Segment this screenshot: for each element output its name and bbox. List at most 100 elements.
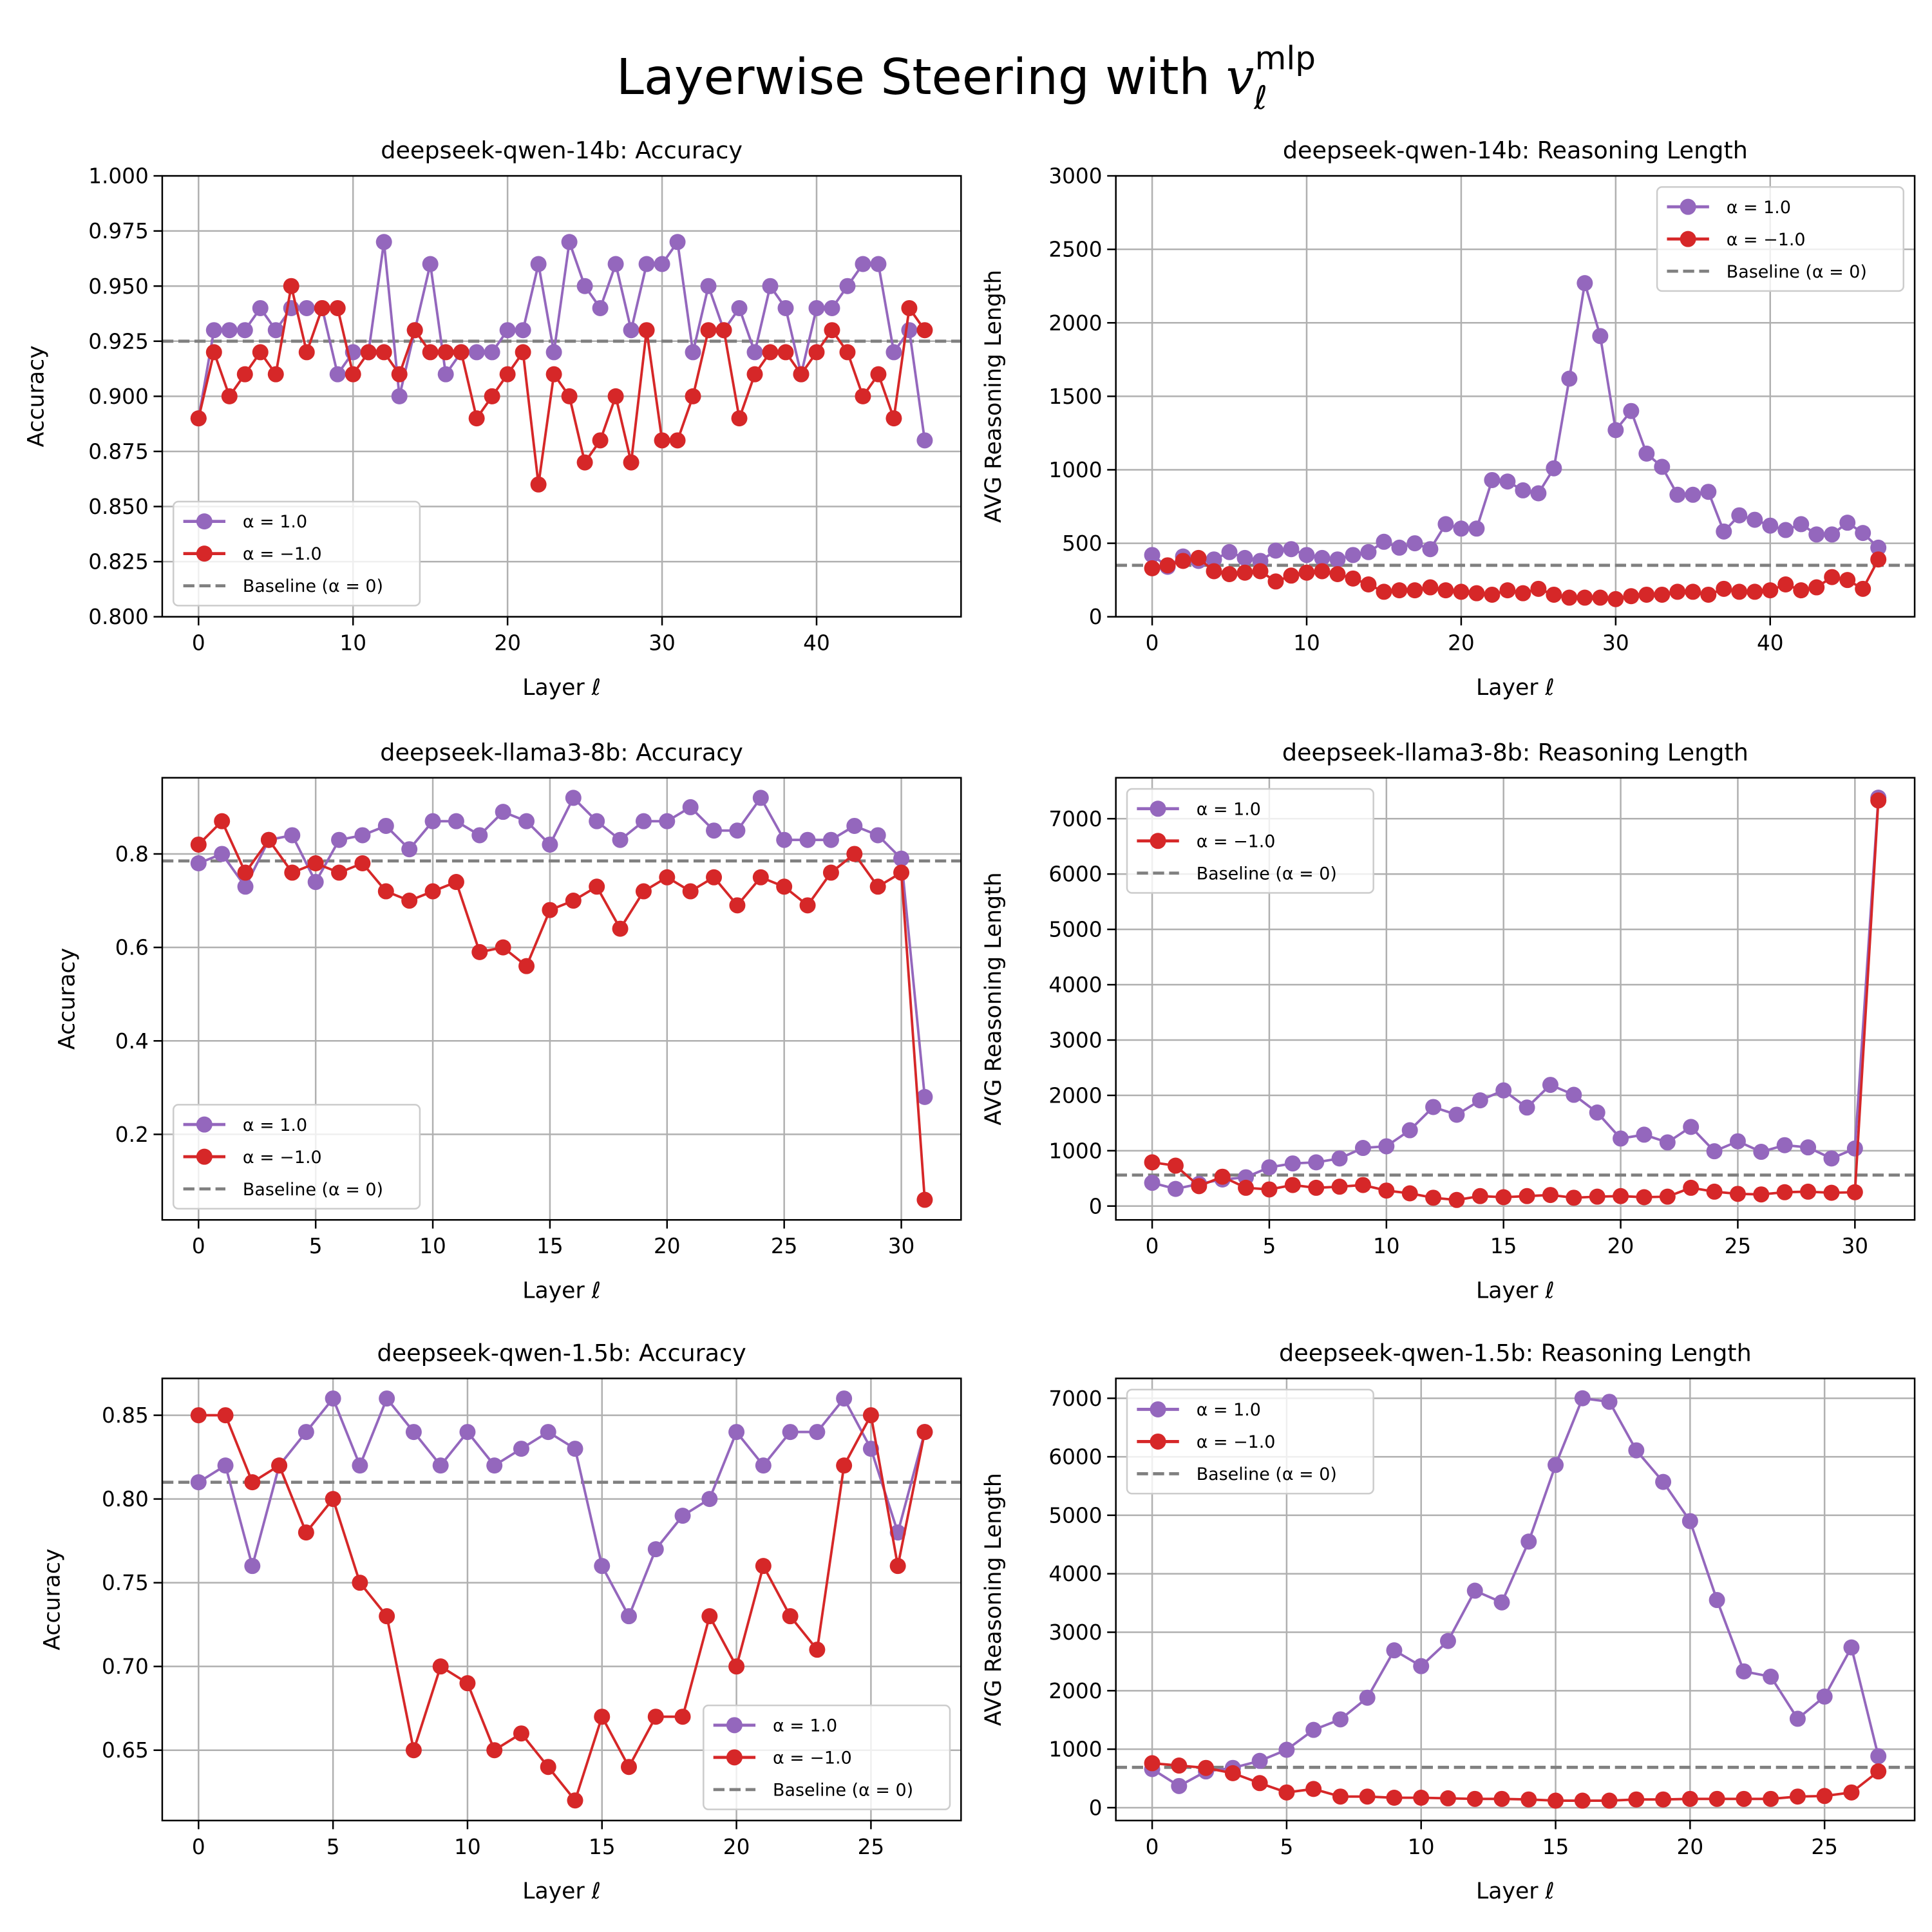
x-tick-label: 30: [888, 1234, 915, 1258]
data-point: [495, 939, 511, 956]
data-point: [1378, 1138, 1395, 1155]
data-point: [1314, 563, 1331, 580]
data-point: [674, 1508, 691, 1524]
data-point: [1345, 547, 1361, 564]
data-point: [674, 1709, 691, 1725]
y-axis-label: AVG Reasoning Length: [981, 872, 1007, 1125]
data-point: [565, 893, 582, 909]
data-point: [1870, 1763, 1887, 1780]
data-point: [1747, 511, 1763, 528]
data-point: [1736, 1790, 1752, 1807]
y-tick-label: 0.8: [115, 842, 149, 867]
data-point: [1800, 1139, 1817, 1156]
data-point: [1709, 1790, 1725, 1807]
data-point: [1808, 526, 1825, 543]
y-tick-label: 0.850: [88, 495, 149, 519]
data-point: [468, 344, 485, 361]
legend-label: Baseline (α = 0): [1197, 864, 1337, 884]
y-tick-label: 0.80: [102, 1487, 149, 1511]
data-point: [1251, 1752, 1268, 1769]
y-tick-label: 7000: [1048, 1387, 1102, 1411]
data-point: [901, 299, 918, 316]
data-point: [1753, 1186, 1770, 1203]
y-axis-label: AVG Reasoning Length: [981, 1473, 1007, 1726]
data-point: [542, 836, 558, 853]
data-point: [1729, 1186, 1746, 1202]
y-tick-label: 3000: [1048, 1028, 1102, 1053]
data-point: [1278, 1741, 1295, 1758]
data-point: [839, 278, 856, 294]
data-point: [777, 299, 794, 316]
data-point: [776, 831, 793, 848]
data-point: [1716, 580, 1732, 597]
data-point: [1824, 569, 1841, 585]
data-point: [325, 1491, 341, 1508]
data-point: [1198, 1759, 1215, 1776]
data-point: [432, 1457, 449, 1474]
data-point: [1669, 486, 1686, 503]
data-point: [1654, 586, 1671, 603]
data-point: [422, 256, 439, 272]
y-tick-label: 0.825: [88, 550, 149, 574]
y-tick-label: 5000: [1048, 918, 1102, 942]
data-point: [755, 1558, 772, 1575]
data-point: [682, 799, 699, 815]
data-point: [638, 256, 655, 272]
data-point: [1816, 1688, 1833, 1705]
data-point: [762, 344, 779, 361]
data-point: [307, 855, 324, 872]
data-point: [468, 410, 485, 427]
data-point: [669, 432, 686, 449]
data-point: [1659, 1134, 1676, 1151]
x-tick-label: 10: [1373, 1234, 1400, 1258]
data-point: [1284, 1177, 1301, 1193]
data-point: [576, 278, 593, 294]
data-point: [379, 1608, 395, 1625]
legend-marker: [1150, 1401, 1166, 1417]
data-point: [1823, 1150, 1840, 1167]
data-point: [1548, 1457, 1564, 1473]
data-point: [701, 1491, 718, 1508]
data-point: [1472, 1188, 1488, 1204]
data-point: [271, 1457, 288, 1474]
data-point: [1530, 485, 1547, 502]
data-point: [728, 1424, 745, 1441]
data-point: [1789, 1710, 1806, 1727]
data-point: [855, 256, 871, 272]
data-point: [1159, 557, 1176, 574]
data-point: [782, 1608, 799, 1625]
y-tick-label: 4000: [1048, 1562, 1102, 1586]
data-point: [1654, 459, 1671, 475]
data-point: [1763, 1669, 1779, 1685]
data-point: [237, 864, 254, 881]
data-point: [1589, 1188, 1605, 1205]
data-point: [437, 344, 454, 361]
data-point: [1144, 1154, 1160, 1171]
x-tick-label: 20: [723, 1835, 750, 1859]
data-point: [846, 846, 863, 862]
data-point: [1236, 549, 1253, 566]
data-point: [1252, 563, 1269, 580]
data-point: [1566, 1189, 1582, 1206]
data-point: [729, 897, 746, 914]
x-tick-label: 15: [536, 1234, 564, 1258]
subplot: 0 5 10 15 20 25 30 0.2 0.4 0.6 0.8 deepseek-llama3-…: [54, 739, 962, 1303]
data-point: [799, 897, 816, 914]
data-point: [870, 366, 887, 383]
data-point: [839, 344, 856, 361]
data-point: [377, 883, 394, 900]
subplot-title: deepseek-llama3-8b: Accuracy: [380, 739, 743, 766]
data-point: [623, 322, 639, 339]
data-point: [1870, 1748, 1887, 1765]
y-tick-label: 5000: [1048, 1503, 1102, 1528]
data-point: [486, 1742, 503, 1759]
title-subscript: ℓ: [1253, 79, 1267, 117]
data-point: [1206, 551, 1222, 568]
data-point: [1329, 566, 1346, 583]
data-point: [594, 1709, 611, 1725]
data-point: [1332, 1711, 1349, 1728]
data-point: [1683, 1119, 1700, 1135]
data-point: [1448, 1191, 1465, 1208]
data-point: [916, 322, 933, 339]
